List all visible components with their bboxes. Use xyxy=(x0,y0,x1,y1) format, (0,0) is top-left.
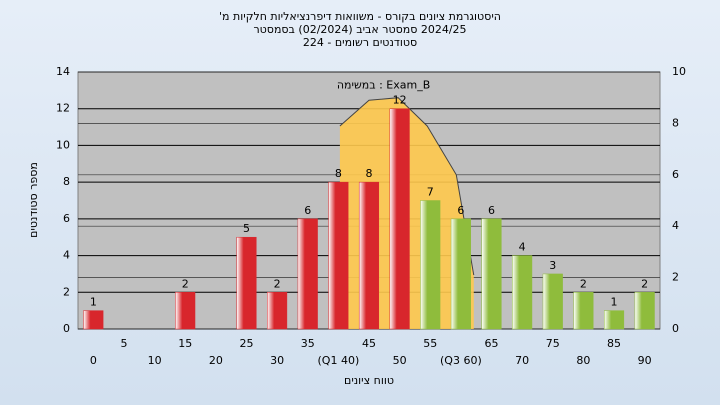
y-tick-label: 6 xyxy=(63,212,70,225)
bar xyxy=(175,292,196,330)
data-label: 2 xyxy=(274,277,281,290)
y2-tick-label: 4 xyxy=(672,219,679,232)
x-tick-label: 45 xyxy=(362,337,376,350)
bar xyxy=(450,218,471,330)
x-tick-label: 55 xyxy=(423,337,437,350)
bar xyxy=(358,181,380,330)
x-tick-label: 25 xyxy=(239,337,253,350)
x-tick-label: 5 xyxy=(120,337,127,350)
x-tick-label: 0 xyxy=(90,354,97,367)
y-tick-label: 8 xyxy=(63,175,70,188)
data-label: 1 xyxy=(90,296,97,309)
x-tick-label: 75 xyxy=(546,337,560,350)
data-label: 7 xyxy=(427,186,434,199)
data-label: 6 xyxy=(457,204,464,217)
x-tick-label: 80 xyxy=(576,354,590,367)
data-label: 3 xyxy=(549,259,556,272)
data-label: 6 xyxy=(488,204,495,217)
data-label: 8 xyxy=(335,167,342,180)
bar xyxy=(634,292,655,330)
x-tick-label: 65 xyxy=(485,337,499,350)
data-label: 2 xyxy=(182,277,189,290)
bar xyxy=(328,181,349,330)
x-tick-label: 20 xyxy=(209,354,223,367)
bar xyxy=(604,310,625,330)
y-tick-label: 4 xyxy=(63,249,70,262)
data-label: 12 xyxy=(393,94,407,107)
data-label: 2 xyxy=(580,277,587,290)
bar xyxy=(83,310,104,330)
x-tick-label: 50 xyxy=(393,354,407,367)
y-tick-label: 12 xyxy=(56,102,70,115)
x-tick-label: 10 xyxy=(148,354,162,367)
x-tick-label: 35 xyxy=(301,337,315,350)
bar xyxy=(389,108,410,330)
bar xyxy=(481,218,502,330)
x-tick-label: 85 xyxy=(607,337,621,350)
bar xyxy=(267,292,288,330)
y-axis-label: מספר סטודנטים xyxy=(27,162,40,238)
area-label: Exam_B : במשימה xyxy=(337,79,430,92)
chart-subtitle: סטודנטים רשומים - 224 xyxy=(303,36,417,49)
data-label: 1 xyxy=(611,296,618,309)
chart-subtitle: 2024/25 סמסטר אביב (02/2024) בסמסטר xyxy=(253,23,466,36)
x-tick-label: (Q1 40) xyxy=(318,354,360,367)
y-tick-label: 10 xyxy=(56,138,70,151)
area-line xyxy=(339,97,475,276)
data-label: 2 xyxy=(641,277,648,290)
y2-tick-label: 8 xyxy=(672,116,679,129)
data-label: 8 xyxy=(366,167,373,180)
y2-tick-label: 0 xyxy=(672,322,679,335)
x-tick-label: 15 xyxy=(178,337,192,350)
data-label: 5 xyxy=(243,222,250,235)
bar xyxy=(573,292,594,330)
x-tick-label: (Q3 60) xyxy=(440,354,482,367)
y2-tick-label: 10 xyxy=(672,65,686,78)
bar xyxy=(297,218,318,330)
x-tick-label: 70 xyxy=(515,354,529,367)
bar xyxy=(236,236,257,330)
data-label: 4 xyxy=(519,241,526,254)
bar xyxy=(512,255,533,330)
data-label: 6 xyxy=(304,204,311,217)
y-tick-label: 14 xyxy=(56,65,70,78)
x-tick-label: 90 xyxy=(638,354,652,367)
x-axis-label: טווח ציונים xyxy=(344,374,394,387)
chart-title: היסטוגרמת ציונים בקורס - משוואות דיפרנצי… xyxy=(219,10,501,23)
y-tick-label: 0 xyxy=(63,322,70,335)
bar xyxy=(542,273,563,330)
bar xyxy=(420,200,441,330)
y-tick-label: 2 xyxy=(63,285,70,298)
y2-tick-label: 6 xyxy=(672,168,679,181)
x-tick-label: 30 xyxy=(270,354,284,367)
y2-tick-label: 2 xyxy=(672,271,679,284)
